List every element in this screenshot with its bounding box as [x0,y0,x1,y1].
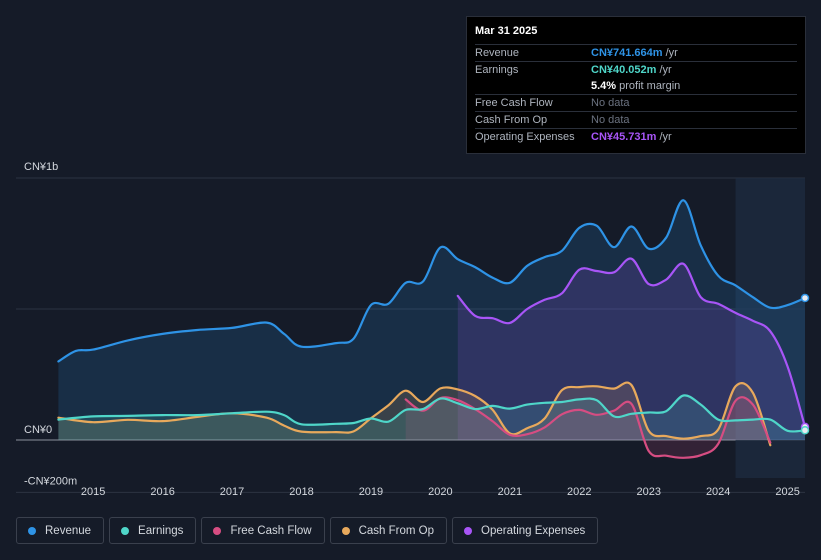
earnings-end-marker [800,426,810,435]
legend-label: Cash From Op [358,524,435,537]
revenue-line [57,199,807,363]
earnings-line [57,394,807,433]
x-tick-label: 2016 [150,486,174,498]
legend-item-earnings[interactable]: Earnings [109,517,197,544]
gridlines [16,177,805,493]
legend-item-cash-from-op[interactable]: Cash From Op [329,517,448,544]
tooltip-value: No data [591,114,630,126]
x-tick-label: 2018 [289,486,313,498]
free-cash-flow-area [405,397,771,458]
x-tick-label: 2025 [775,486,799,498]
tooltip-unit: profit margin [619,80,681,92]
tooltip-label: Free Cash Flow [475,97,553,109]
series-fills [58,200,805,458]
y-tick-label: CN¥1b [24,161,58,173]
tooltip-label: Cash From Op [475,114,548,126]
tooltip-row-revenue: Revenue CN¥741.664m /yr [475,44,797,61]
y-tick-label: CN¥0 [24,424,52,436]
tooltip-row-opex: Operating Expenses CN¥45.731m /yr [475,128,797,145]
legend-dot-icon [341,526,350,535]
legend-label: Earnings [138,524,184,537]
legend: Revenue Earnings Free Cash Flow Cash Fro… [16,517,599,544]
tooltip-value: CN¥45.731m [591,131,657,143]
tooltip-label: Operating Expenses [475,131,575,143]
legend-dot-icon [213,526,222,535]
x-tick-label: 2024 [706,486,730,498]
tooltip-unit: /yr [659,131,672,143]
tooltip-label: Earnings [475,64,519,76]
revenue-area [58,200,805,440]
free-cash-flow-line [404,396,772,459]
series-end-markers [800,293,810,435]
legend-dot-icon [28,526,36,535]
x-tick-label: 2023 [636,486,660,498]
series-lines [57,199,807,459]
legend-label: Operating Expenses [481,524,586,537]
x-tick-label: 2015 [81,486,105,498]
tooltip-value: 5.4% [591,80,617,92]
tooltip-value: CN¥741.664m [591,47,663,59]
tooltip-row-fcf: Free Cash Flow No data [475,94,797,111]
legend-item-free-cash-flow[interactable]: Free Cash Flow [201,517,325,544]
tooltip-panel: Mar 31 2025 Revenue CN¥741.664m /yr Earn… [466,16,806,154]
earnings-area [58,395,805,440]
x-tick-label: 2021 [498,486,522,498]
x-tick-label: 2020 [428,486,452,498]
legend-item-revenue[interactable]: Revenue [16,517,105,544]
y-axis-labels: CN¥1b CN¥0 -CN¥200m [24,161,77,487]
tooltip-unit: /yr [665,47,678,59]
legend-item-operating-expenses[interactable]: Operating Expenses [452,517,599,544]
tooltip-value: CN¥40.052m [591,64,657,76]
tooltip-row-cfo: Cash From Op No data [475,111,797,128]
legend-dot-icon [464,526,473,535]
tooltip-unit: /yr [659,64,672,76]
forecast-band [735,178,805,478]
tooltip-date: Mar 31 2025 [475,25,538,37]
tooltip-row-earnings: Earnings CN¥40.052m /yr [475,61,797,78]
tooltip-value: No data [591,97,630,109]
x-axis-labels: 2015 2016 2017 2018 2019 2020 2021 2022 2023 2024… [81,486,800,498]
x-tick-label: 2017 [220,486,244,498]
operating-expenses-line [456,257,807,428]
x-tick-label: 2019 [359,486,383,498]
cash-from-op-line [57,381,772,447]
y-tick-label: -CN¥200m [24,475,77,487]
legend-dot-icon [121,526,130,535]
tooltip-label: Revenue [475,47,520,59]
x-tick-label: 2022 [567,486,591,498]
legend-label: Revenue [45,524,92,537]
legend-label: Free Cash Flow [230,524,312,537]
tooltip-row-margin: 5.4% profit margin [475,78,797,94]
revenue-end-marker [800,293,810,303]
